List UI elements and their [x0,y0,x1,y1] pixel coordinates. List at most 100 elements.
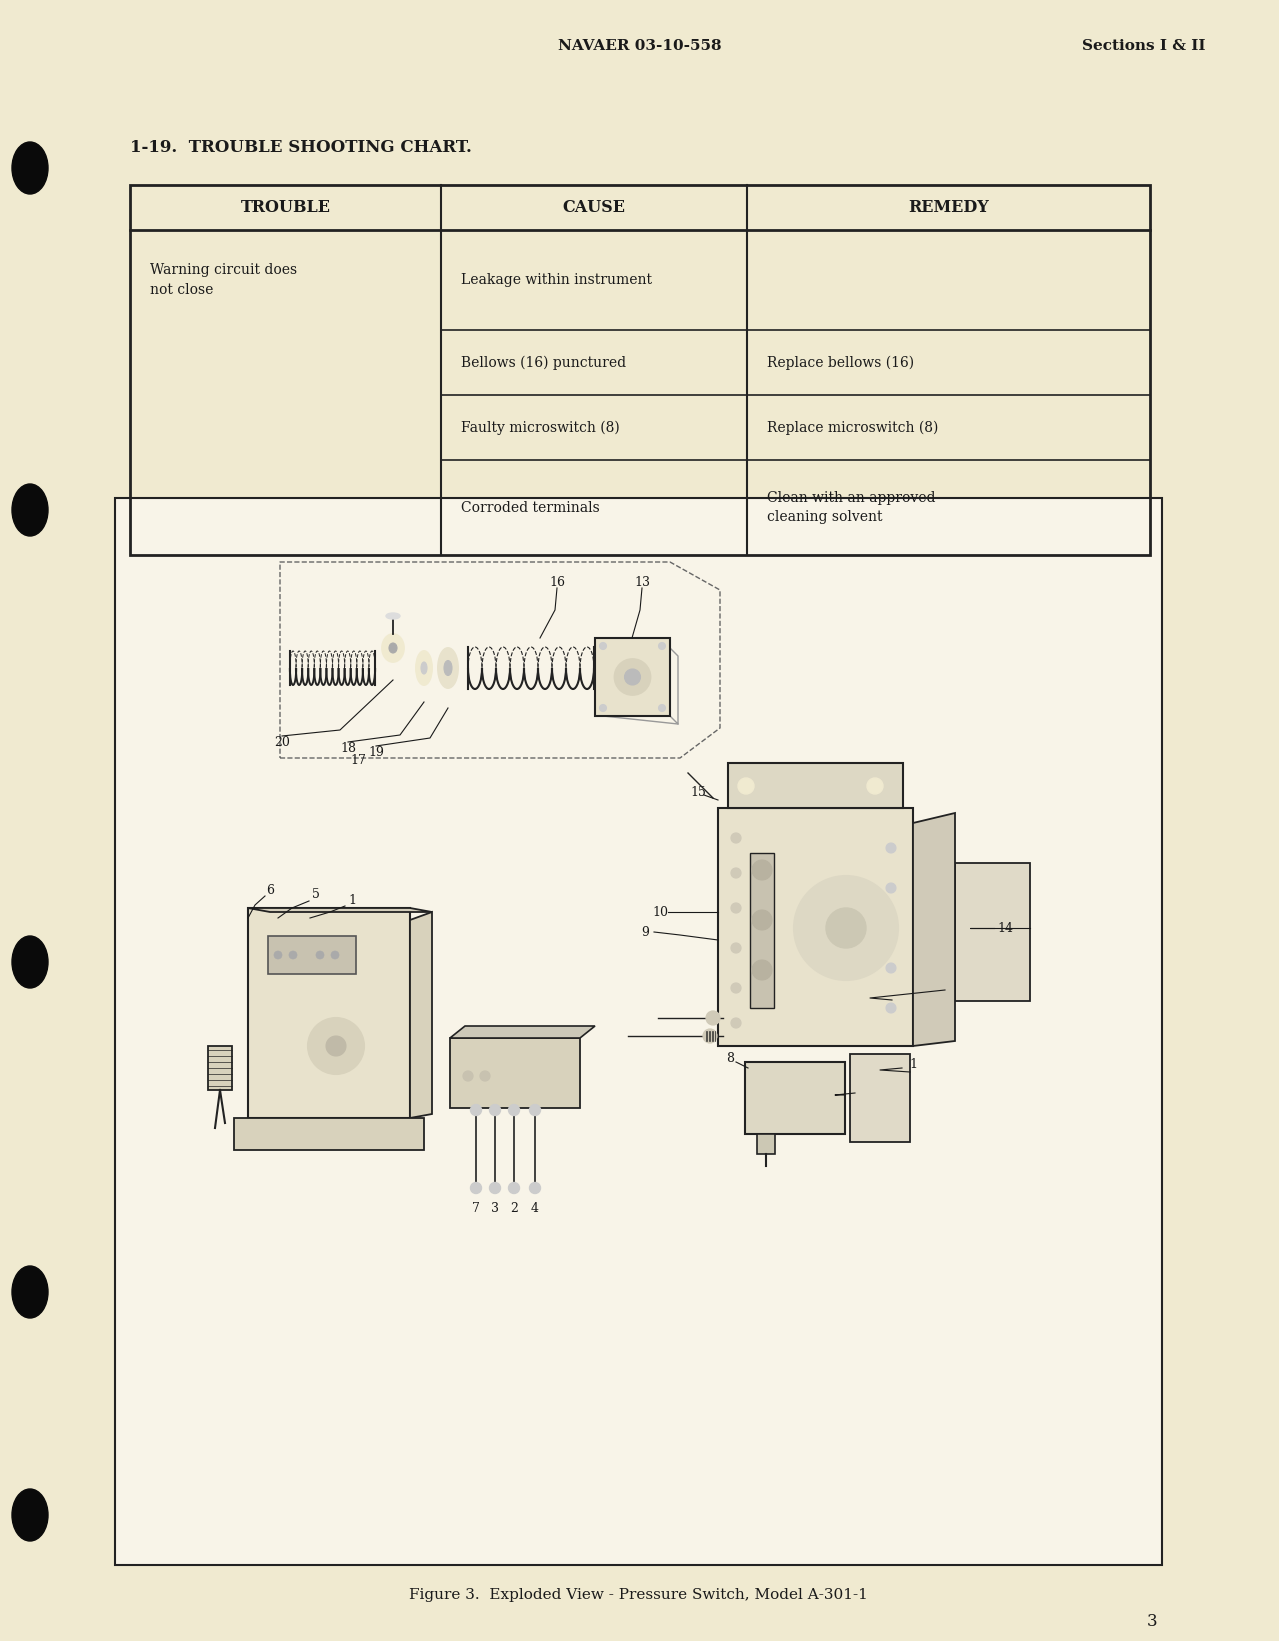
Text: 15: 15 [691,786,706,799]
Ellipse shape [12,143,49,194]
Circle shape [490,1104,500,1116]
Circle shape [732,983,741,993]
Text: CAUSE: CAUSE [563,199,625,217]
Text: 21: 21 [891,993,908,1006]
Text: 20: 20 [274,735,290,748]
Polygon shape [411,912,432,1118]
Ellipse shape [416,651,432,684]
Circle shape [274,952,281,958]
Text: Corroded terminals: Corroded terminals [462,501,600,515]
Bar [728,763,903,807]
Text: Leakage within instrument: Leakage within instrument [462,272,652,287]
Text: 12: 12 [857,1083,874,1096]
Text: NAVAER 03-10-558: NAVAER 03-10-558 [558,39,721,53]
Circle shape [509,1183,519,1193]
Text: 8: 8 [726,1052,734,1065]
Text: Clean with an approved
cleaning solvent: Clean with an approved cleaning solvent [767,491,936,523]
Text: 10: 10 [652,906,668,919]
Bar [955,863,1030,1001]
Bar [208,1045,231,1090]
Ellipse shape [12,935,49,988]
Circle shape [794,876,898,980]
Ellipse shape [421,661,427,674]
Circle shape [316,952,324,958]
Circle shape [886,843,897,853]
Text: 7: 7 [472,1201,480,1214]
Circle shape [480,1072,490,1081]
Polygon shape [450,1026,595,1039]
Ellipse shape [389,643,396,653]
Bar [450,1039,579,1108]
Text: REMEDY: REMEDY [908,199,989,217]
Text: 9: 9 [641,926,648,939]
Text: 6: 6 [266,883,274,896]
Circle shape [490,1183,500,1193]
Bar [851,1054,909,1142]
Bar [115,497,1163,1566]
Circle shape [738,778,755,794]
Text: Figure 3.  Exploded View - Pressure Switch, Model A-301-1: Figure 3. Exploded View - Pressure Switc… [409,1588,868,1602]
Circle shape [706,1011,720,1026]
Circle shape [659,704,665,712]
Text: 4: 4 [531,1201,538,1214]
Ellipse shape [12,1265,49,1318]
Circle shape [752,960,773,980]
Circle shape [826,907,866,948]
Text: 17: 17 [350,753,366,766]
Circle shape [326,1035,347,1057]
Circle shape [289,952,297,958]
Circle shape [614,660,651,696]
Bar [749,853,774,1008]
Text: Replace bellows (16): Replace bellows (16) [767,356,914,369]
Bar [130,185,1150,555]
Circle shape [659,643,665,650]
Polygon shape [248,907,432,912]
Bar [757,1134,775,1154]
Circle shape [471,1183,481,1193]
Bar [744,1062,845,1134]
Text: 19: 19 [368,745,384,758]
Circle shape [732,834,741,843]
Text: 13: 13 [634,576,650,589]
Bar [269,935,356,975]
Circle shape [509,1104,519,1116]
Polygon shape [913,812,955,1045]
Text: 3: 3 [1146,1613,1157,1631]
Text: Faulty microswitch (8): Faulty microswitch (8) [462,420,620,435]
Circle shape [471,1104,481,1116]
Ellipse shape [382,633,404,661]
Circle shape [886,883,897,893]
Circle shape [600,704,606,712]
Circle shape [308,1017,365,1073]
Circle shape [331,952,339,958]
Text: 2: 2 [510,1201,518,1214]
Circle shape [703,1029,718,1044]
Ellipse shape [386,614,400,619]
Text: 11: 11 [902,1058,918,1072]
Ellipse shape [12,1488,49,1541]
Text: 16: 16 [549,576,565,589]
Circle shape [886,963,897,973]
Circle shape [752,860,773,880]
Text: Bellows (16) punctured: Bellows (16) punctured [462,356,627,369]
Text: 18: 18 [340,742,356,755]
Circle shape [463,1072,473,1081]
Circle shape [600,643,606,650]
Circle shape [732,868,741,878]
Circle shape [624,670,641,684]
Text: 1-19.  TROUBLE SHOOTING CHART.: 1-19. TROUBLE SHOOTING CHART. [130,138,472,156]
Ellipse shape [444,660,451,676]
Bar [234,1118,425,1150]
Bar [718,807,913,1045]
Circle shape [867,778,883,794]
Circle shape [530,1104,541,1116]
Text: 1: 1 [348,893,356,906]
Text: 14: 14 [998,922,1013,934]
Bar [248,907,411,1118]
Text: Replace microswitch (8): Replace microswitch (8) [767,420,939,435]
Text: 3: 3 [491,1201,499,1214]
Circle shape [732,944,741,953]
Circle shape [732,1017,741,1027]
Circle shape [530,1183,541,1193]
Ellipse shape [437,648,458,688]
